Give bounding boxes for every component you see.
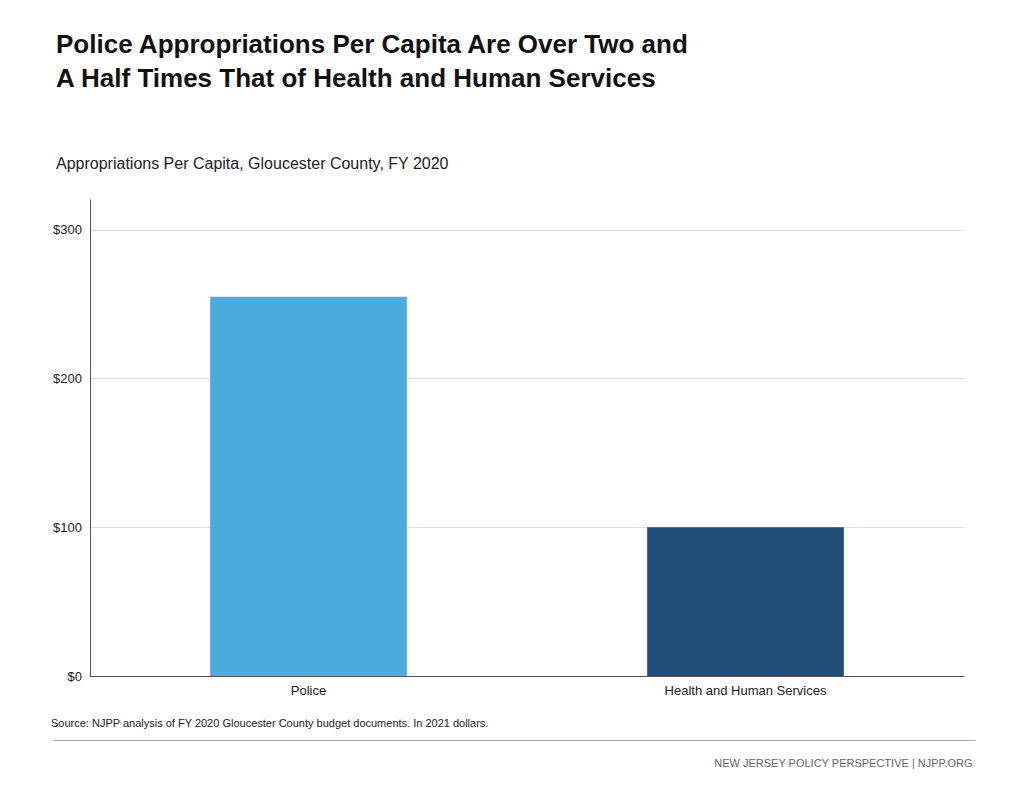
svg-text:Police Appropriations Per Capi: Police Appropriations Per Capita Are Ove…: [56, 29, 688, 59]
svg-text:$0: $0: [68, 669, 82, 684]
svg-text:Source: NJPP analysis of FY 20: Source: NJPP analysis of FY 2020 Glouces…: [51, 717, 488, 729]
svg-text:NEW JERSEY POLICY PERSPECTIVE: NEW JERSEY POLICY PERSPECTIVE | NJPP.ORG: [714, 757, 972, 769]
svg-text:Health and Human Services: Health and Human Services: [665, 683, 827, 698]
svg-text:Appropriations Per Capita, Glo: Appropriations Per Capita, Gloucester Co…: [56, 155, 449, 172]
svg-text:Police: Police: [291, 683, 326, 698]
svg-text:A Half Times That of Health an: A Half Times That of Health and Human Se…: [56, 63, 656, 93]
svg-text:$100: $100: [53, 520, 82, 535]
svg-text:$200: $200: [53, 371, 82, 386]
svg-text:$300: $300: [53, 222, 82, 237]
